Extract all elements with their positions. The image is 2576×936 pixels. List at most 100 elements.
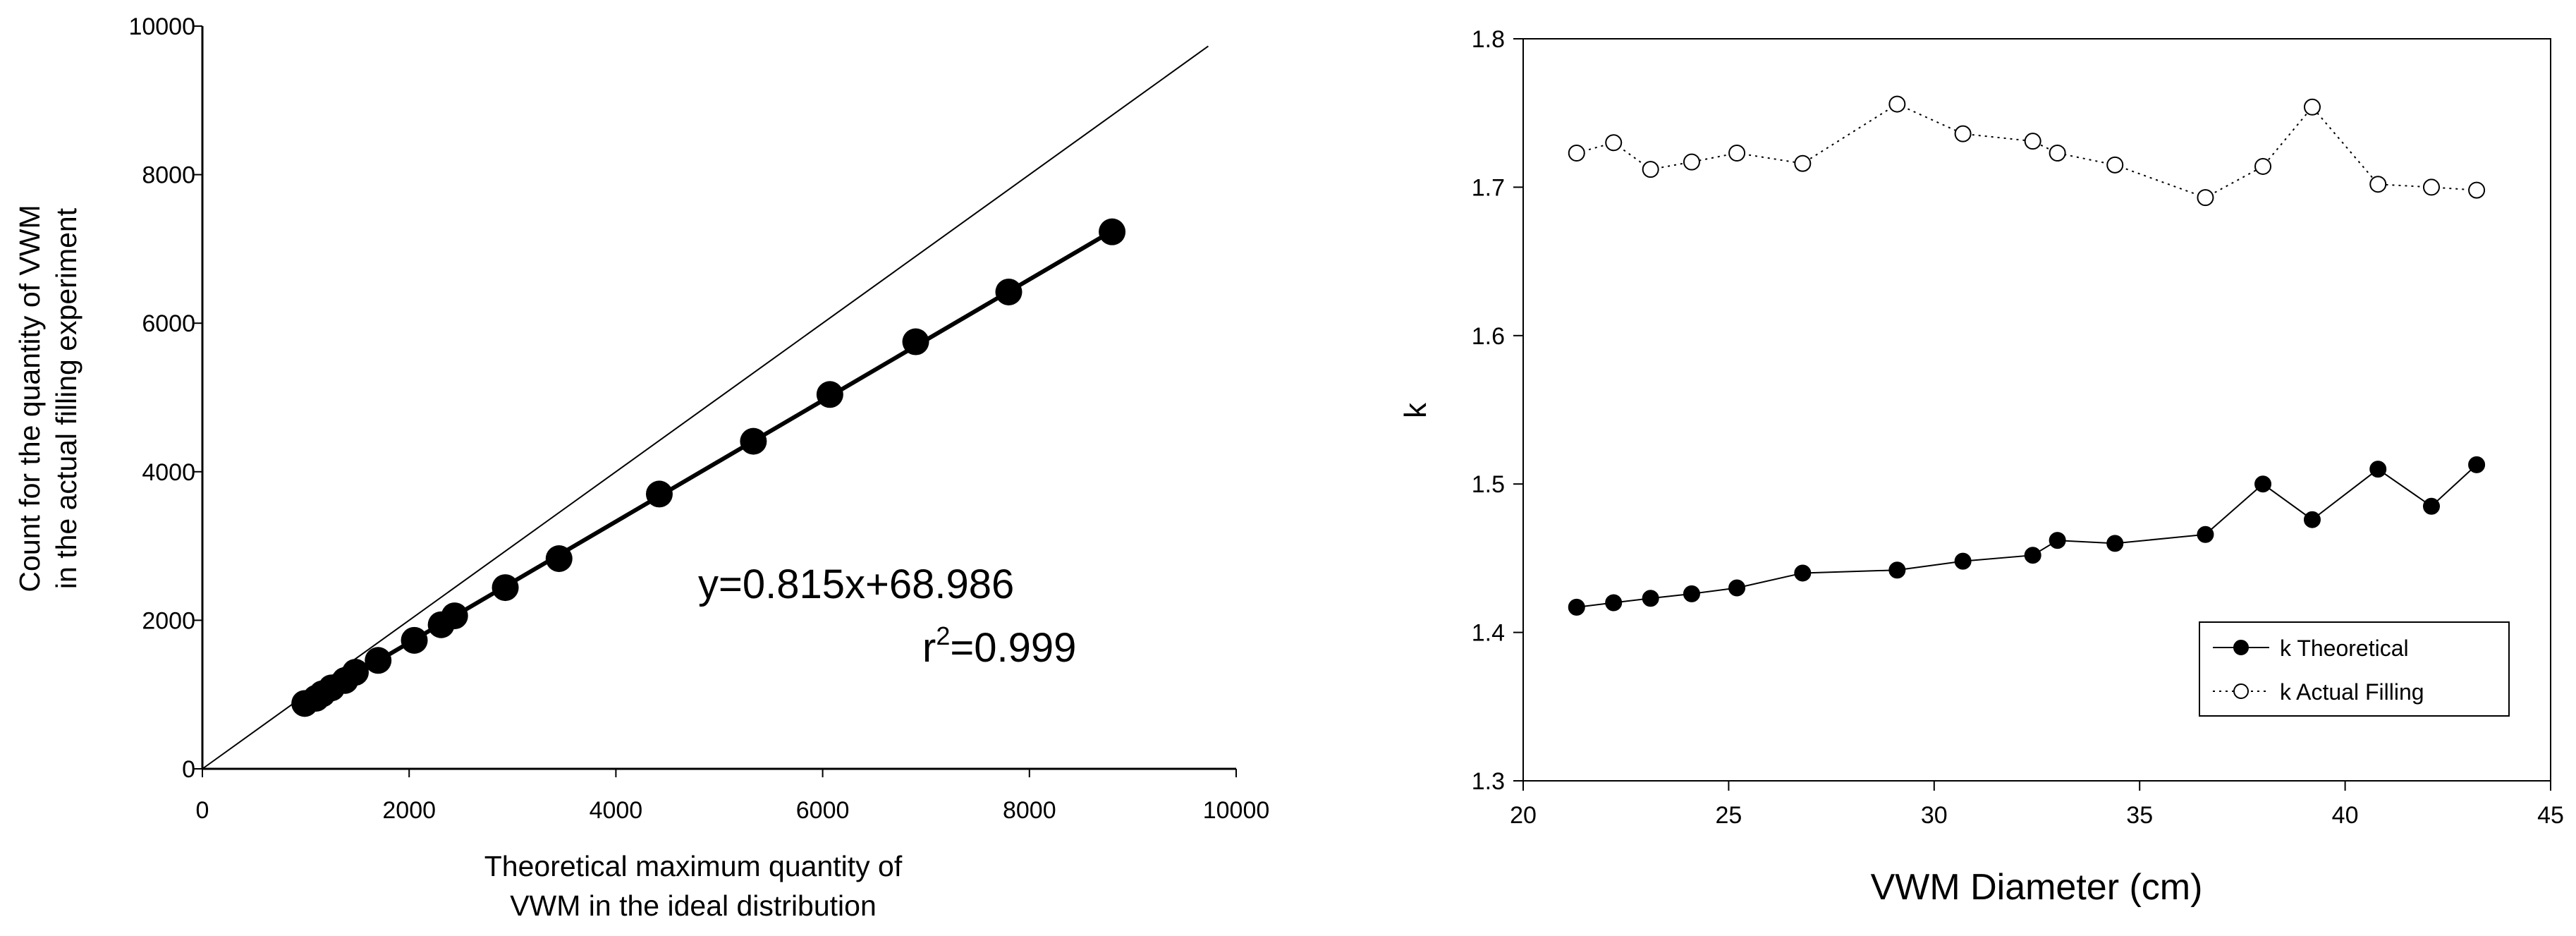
right-x-tick-label: 45 [2537,802,2564,829]
data-point-k-theoretical [1568,598,1585,616]
left-data-point [995,278,1023,305]
left-data-point [341,659,369,686]
right-y-tick-label: 1.4 [1472,620,1505,647]
data-point-k-actual-filling [2468,181,2486,199]
left-y-axis-label-line1: Count for the quantity of VWM [13,205,46,592]
data-point-k-theoretical [1888,561,1906,579]
left-data-point [441,602,468,630]
right-legend: k Theoretical k Actual Filling [2199,621,2510,717]
data-point-k-theoretical [2024,547,2041,564]
right-y-tick-label: 1.8 [1472,26,1505,53]
data-point-k-actual-filling [2024,133,2041,150]
data-point-k-theoretical [2468,456,2486,473]
left-y-axis-label-line2: in the actual filling experiment [50,207,83,589]
left-chart: 0 2000 4000 6000 8000 10000 0 2000 4000 6000 8000… [13,13,1269,922]
data-point-k-actual-filling [2422,178,2440,196]
left-x-tick-label: 2000 [382,797,436,824]
data-point-k-actual-filling [1568,145,1585,162]
left-x-tick-label: 6000 [796,797,850,824]
data-point-k-actual-filling [1888,95,1906,113]
left-x-axis-label-line2: VWM in the ideal distribution [510,889,877,922]
left-x-tick-label: 8000 [1003,797,1056,824]
left-r-squared: r2=0.999 [922,621,1076,671]
left-x-tick-label: 10000 [1203,797,1270,824]
left-y-tick-label: 0 [182,756,195,783]
data-point-k-actual-filling [2049,145,2066,162]
right-x-tick-label: 25 [1715,802,1742,829]
legend-swatch-k-actual-filling-marker [2233,683,2249,699]
left-data-point [545,545,573,573]
left-x-ticks: 0 2000 4000 6000 8000 10000 [196,769,1270,824]
data-point-k-actual-filling [2303,98,2321,116]
series-line-k-theoretical [1576,464,2477,608]
right-x-tick-label: 35 [2126,802,2153,829]
data-point-k-actual-filling [1728,145,1746,162]
left-data-point [492,574,519,602]
data-point-k-actual-filling [2369,176,2387,193]
right-plot-frame [1522,38,2551,782]
left-data-point [816,381,843,408]
left-data-point [401,626,428,654]
data-point-k-theoretical [1683,585,1700,602]
left-y-tick-label: 6000 [142,310,195,337]
data-point-k-actual-filling [2254,157,2272,175]
right-y-tick-label: 1.6 [1472,323,1505,350]
right-y-tick-label: 1.3 [1472,768,1505,795]
right-x-tick-label: 30 [1921,802,1948,829]
legend-box [2199,621,2510,717]
left-fit-equation: y=0.815x+68.986 [698,561,1014,607]
left-y-tick-label: 8000 [142,162,195,189]
right-x-ticks: 20 25 30 35 40 45 [1510,781,2564,829]
data-point-k-theoretical [2106,535,2124,552]
left-axes [201,26,1236,770]
right-chart: 20 25 30 35 40 45 1.3 1.4 1.5 1.6 1.7 1.8 k Theore… [1398,26,2564,908]
left-x-tick-label: 0 [196,797,209,824]
series-line-k-actual-filling [1576,103,2477,199]
data-point-k-theoretical [1642,590,1659,607]
r2-superscript: 2 [936,621,950,650]
left-data-point [645,480,673,508]
r2-value: =0.999 [950,625,1076,671]
right-x-tick-label: 40 [2332,802,2359,829]
left-x-axis-label-line1: Theoretical maximum quantity of [484,850,903,882]
left-data-point [740,427,767,455]
data-point-k-actual-filling [1794,154,1812,172]
data-point-k-theoretical [2369,461,2387,478]
data-point-k-actual-filling [1642,161,1659,178]
left-y-tick-label: 4000 [142,459,195,486]
data-point-k-theoretical [2049,532,2066,549]
data-point-k-actual-filling [1954,125,1972,142]
left-data-points [291,218,1126,717]
left-y-tick-label: 10000 [128,13,195,40]
right-x-axis-label: VWM Diameter (cm) [1871,867,2203,908]
right-y-tick-label: 1.5 [1472,471,1505,498]
data-point-k-theoretical [1728,579,1746,597]
data-point-k-actual-filling [1683,153,1700,171]
r2-prefix: r [922,625,936,671]
left-y-ticks: 0 2000 4000 6000 8000 10000 [128,13,202,783]
data-point-k-theoretical [2197,525,2214,543]
left-data-point [902,328,929,355]
left-reference-line [202,45,1209,770]
data-point-k-theoretical [2303,511,2321,528]
right-series [1568,95,2486,616]
legend-label-k-theoretical: k Theoretical [2280,636,2409,661]
data-point-k-theoretical [2254,475,2272,493]
data-point-k-theoretical [1605,594,1623,612]
data-point-k-theoretical [2422,497,2440,515]
legend-swatch-k-theoretical-marker [2233,640,2249,655]
right-x-tick-label: 20 [1510,802,1537,829]
right-y-axis-label: k [1398,402,1433,418]
right-y-ticks: 1.3 1.4 1.5 1.6 1.7 1.8 [1472,26,1523,795]
legend-label-k-actual-filling: k Actual Filling [2280,679,2424,705]
right-y-tick-label: 1.7 [1472,174,1505,201]
left-data-point [365,647,392,674]
left-x-tick-label: 4000 [590,797,643,824]
data-point-k-actual-filling [2197,189,2214,207]
left-data-point [1099,218,1126,245]
data-point-k-theoretical [1954,552,1972,570]
left-y-tick-label: 2000 [142,607,195,634]
data-point-k-actual-filling [1605,134,1623,152]
